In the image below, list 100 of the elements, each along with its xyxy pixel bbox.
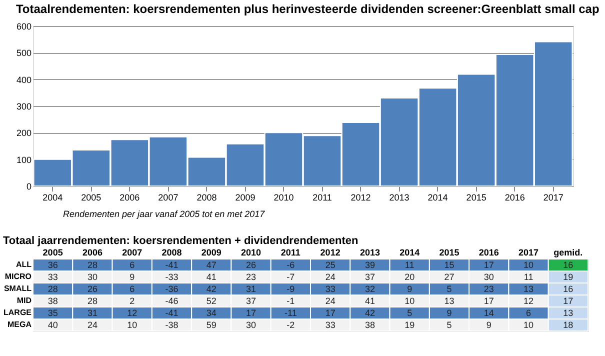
data-label: -38 bbox=[165, 320, 178, 330]
y-tick-label: 0 bbox=[26, 182, 32, 192]
data-label: 17 bbox=[325, 308, 336, 318]
data-label: 17 bbox=[246, 308, 256, 318]
data-label: 10 bbox=[524, 260, 534, 270]
y-tick-label: ALL bbox=[16, 260, 32, 269]
x-tick-label: 2005 bbox=[42, 248, 63, 258]
data-label: 37 bbox=[364, 272, 375, 282]
data-label: 23 bbox=[484, 284, 494, 294]
data-label: 30 bbox=[87, 272, 98, 282]
y-tick-label: MICRO bbox=[4, 272, 32, 281]
data-label: -41 bbox=[165, 260, 178, 270]
data-label: 17 bbox=[484, 296, 494, 306]
data-label: 27 bbox=[444, 272, 454, 282]
y-tick-label: 400 bbox=[16, 74, 32, 85]
x-tick-label: 2010 bbox=[241, 248, 262, 258]
data-label: 38 bbox=[48, 296, 58, 306]
data-label: -41 bbox=[165, 308, 178, 318]
data-label: 47 bbox=[206, 260, 216, 270]
x-tick-label: 2012 bbox=[320, 248, 340, 258]
y-tick-label: MEGA bbox=[8, 320, 32, 329]
data-label: 12 bbox=[524, 296, 534, 306]
data-label: 33 bbox=[325, 284, 336, 294]
data-label: 52 bbox=[206, 296, 216, 306]
data-label: 11 bbox=[524, 272, 534, 282]
data-label: 19 bbox=[404, 320, 415, 330]
x-tick-label: 2008 bbox=[162, 248, 182, 258]
data-label: 41 bbox=[206, 272, 216, 282]
x-tick-label: 2007 bbox=[122, 248, 142, 258]
data-label: 16 bbox=[563, 284, 574, 294]
data-label: 35 bbox=[48, 308, 58, 318]
data-label: -33 bbox=[165, 272, 178, 282]
data-label: 10 bbox=[404, 296, 415, 306]
data-label: 18 bbox=[563, 320, 574, 330]
data-label: 9 bbox=[130, 272, 135, 282]
data-label: 42 bbox=[364, 308, 375, 318]
data-label: -46 bbox=[165, 296, 178, 306]
x-tick-label: 2010 bbox=[274, 192, 294, 202]
x-tick-label: 2013 bbox=[389, 192, 410, 202]
data-label: 16 bbox=[563, 260, 574, 270]
data-label: 5 bbox=[407, 308, 412, 318]
data-label: 6 bbox=[526, 308, 532, 318]
y-tick-label: MID bbox=[16, 296, 32, 305]
data-label: 6 bbox=[130, 260, 135, 270]
x-tick-label: 2004 bbox=[42, 192, 63, 202]
data-label: 31 bbox=[87, 308, 98, 318]
data-label: 5 bbox=[446, 284, 452, 294]
data-label: -11 bbox=[284, 308, 297, 318]
data-label: 40 bbox=[48, 320, 58, 330]
y-tick-label: 100 bbox=[16, 154, 32, 165]
data-label: 38 bbox=[364, 320, 375, 330]
y-tick-label: 500 bbox=[16, 48, 32, 58]
data-label: 6 bbox=[130, 284, 135, 294]
x-tick-label: 2013 bbox=[360, 248, 380, 258]
chart-title: Totaal jaarrendementen: koersrendementen + dividendrendementen bbox=[3, 235, 359, 247]
data-label: 24 bbox=[87, 320, 98, 330]
x-tick-label: 2007 bbox=[158, 192, 178, 202]
data-label: 24 bbox=[325, 296, 336, 306]
x-tick-label: 2011 bbox=[280, 248, 300, 258]
x-tick-label: 2008 bbox=[196, 192, 217, 202]
data-label: 28 bbox=[48, 284, 58, 294]
data-label: 26 bbox=[87, 284, 98, 294]
x-tick-label: 2016 bbox=[504, 192, 525, 202]
x-tick-label: 2006 bbox=[82, 248, 102, 258]
data-label: -1 bbox=[286, 296, 295, 306]
data-label: 10 bbox=[524, 320, 534, 330]
data-label: -2 bbox=[286, 320, 295, 330]
data-label: 34 bbox=[206, 308, 216, 318]
data-label: 25 bbox=[325, 260, 336, 270]
data-label: 2 bbox=[130, 296, 135, 306]
data-label: 37 bbox=[246, 296, 256, 306]
data-label: 32 bbox=[364, 284, 375, 294]
data-label: -36 bbox=[165, 284, 178, 294]
x-tick-label: 2005 bbox=[81, 192, 102, 202]
x-tick-label: gemid. bbox=[554, 248, 583, 258]
data-label: 30 bbox=[484, 272, 494, 282]
chart-title: Totaalrendementen: koersrendementen plus herinvesteerde dividenden screener:Greenblatt small cap bbox=[16, 2, 600, 16]
data-label: 33 bbox=[325, 320, 336, 330]
x-tick-label: 2014 bbox=[428, 192, 448, 202]
data-label: 41 bbox=[364, 296, 375, 306]
data-label: 17 bbox=[563, 296, 574, 306]
data-label: 13 bbox=[563, 308, 574, 318]
y-tick-label: LARGE bbox=[4, 308, 32, 317]
x-tick-label: 2017 bbox=[543, 192, 564, 202]
data-label: 26 bbox=[246, 260, 256, 270]
data-label: 17 bbox=[484, 260, 494, 270]
data-label: 14 bbox=[484, 308, 494, 318]
data-label: 9 bbox=[407, 284, 412, 294]
data-label: 30 bbox=[246, 320, 256, 330]
x-tick-label: 2015 bbox=[466, 192, 486, 202]
y-tick-label: 600 bbox=[16, 22, 32, 32]
x-tick-label: 2011 bbox=[312, 192, 332, 202]
data-label: 9 bbox=[486, 320, 492, 330]
x-tick-label: 2009 bbox=[201, 248, 222, 258]
x-tick-label: 2012 bbox=[350, 192, 371, 202]
data-label: 11 bbox=[404, 260, 414, 270]
y-tick-label: 300 bbox=[16, 102, 32, 112]
data-label: -7 bbox=[286, 272, 295, 282]
data-label: 28 bbox=[87, 296, 98, 306]
x-tick-label: 2009 bbox=[235, 192, 256, 202]
